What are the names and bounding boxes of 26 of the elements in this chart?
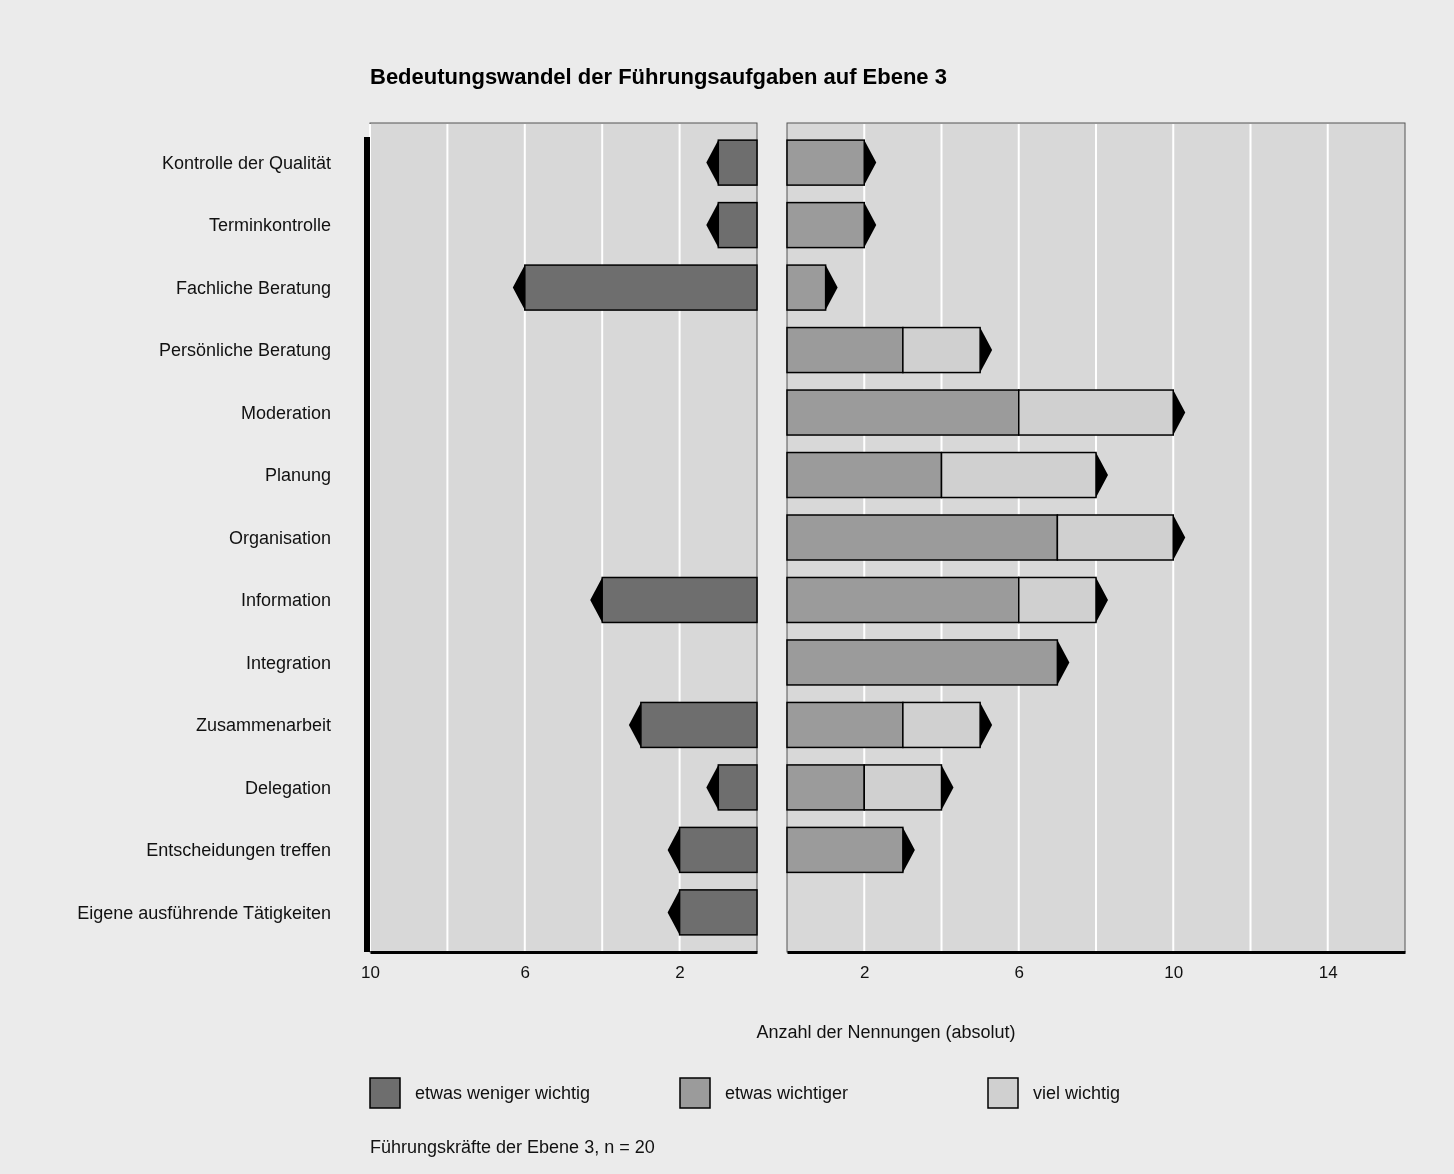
y-tick-label: Eigene ausführende Tätigkeiten [77,902,331,923]
x-tick-label: 2 [860,963,870,983]
x-tick-label: 2 [675,963,685,983]
y-tick-label: Entscheidungen treffen [146,840,331,861]
y-tick-label: Integration [245,652,331,673]
y-tick-label: Planung [264,465,331,486]
x-axis-title: Anzahl der Nennungen (absolut) [756,1022,1016,1042]
y-tick-label: Information [240,590,331,611]
y-tick-label: Fachliche Beratung [175,277,331,298]
x-tick-label: 10 [361,963,380,983]
y-tick-label: Delegation [244,777,331,798]
y-tick-label: Kontrolle der Qualität [161,152,331,173]
x-tick-label: 6 [1014,963,1024,983]
x-tick-label: 6 [520,963,531,983]
legend-label: etwas wichtiger [725,1083,849,1103]
text: Führungskräfte der Ebene 3, n = 20 [370,1137,655,1157]
y-tick-label: Moderation [240,402,331,423]
y-tick-label: Zusammenarbeit [195,715,331,736]
legend-label: etwas weniger wichtig [415,1083,591,1103]
legend-label: viel wichtig [1033,1083,1121,1103]
y-tick-label: Terminkontrolle [208,215,331,236]
x-tick-label: 10 [1164,963,1184,983]
y-tick-label: Organisation [228,527,331,548]
chart-title: Bedeutungswandel der Führungsaufgaben auf Ebene 3 [370,64,947,89]
y-tick-label: Persönliche Beratung [158,340,331,361]
x-tick-label: 14 [1318,963,1338,983]
